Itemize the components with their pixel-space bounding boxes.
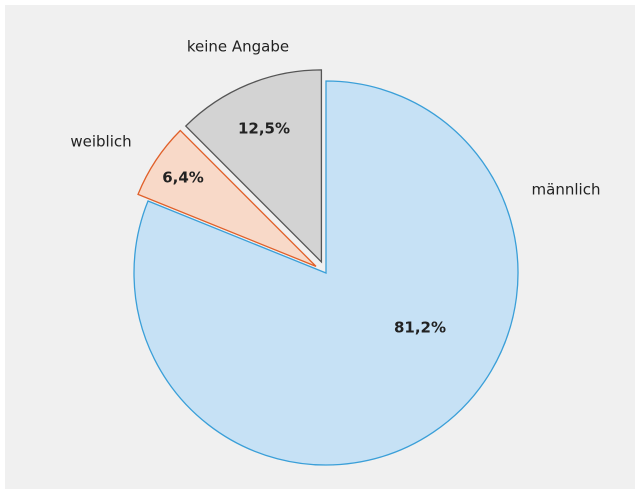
value-label: 12,5% — [238, 120, 290, 138]
slice-label: männlich — [532, 181, 601, 199]
slice-label: keine Angabe — [187, 38, 289, 56]
value-label: 81,2% — [394, 319, 446, 337]
slice-label: weiblich — [70, 133, 131, 151]
pie-slice — [137, 129, 317, 267]
pie-slice — [184, 69, 323, 264]
pie-slice — [133, 80, 519, 466]
value-label: 6,4% — [162, 169, 204, 187]
